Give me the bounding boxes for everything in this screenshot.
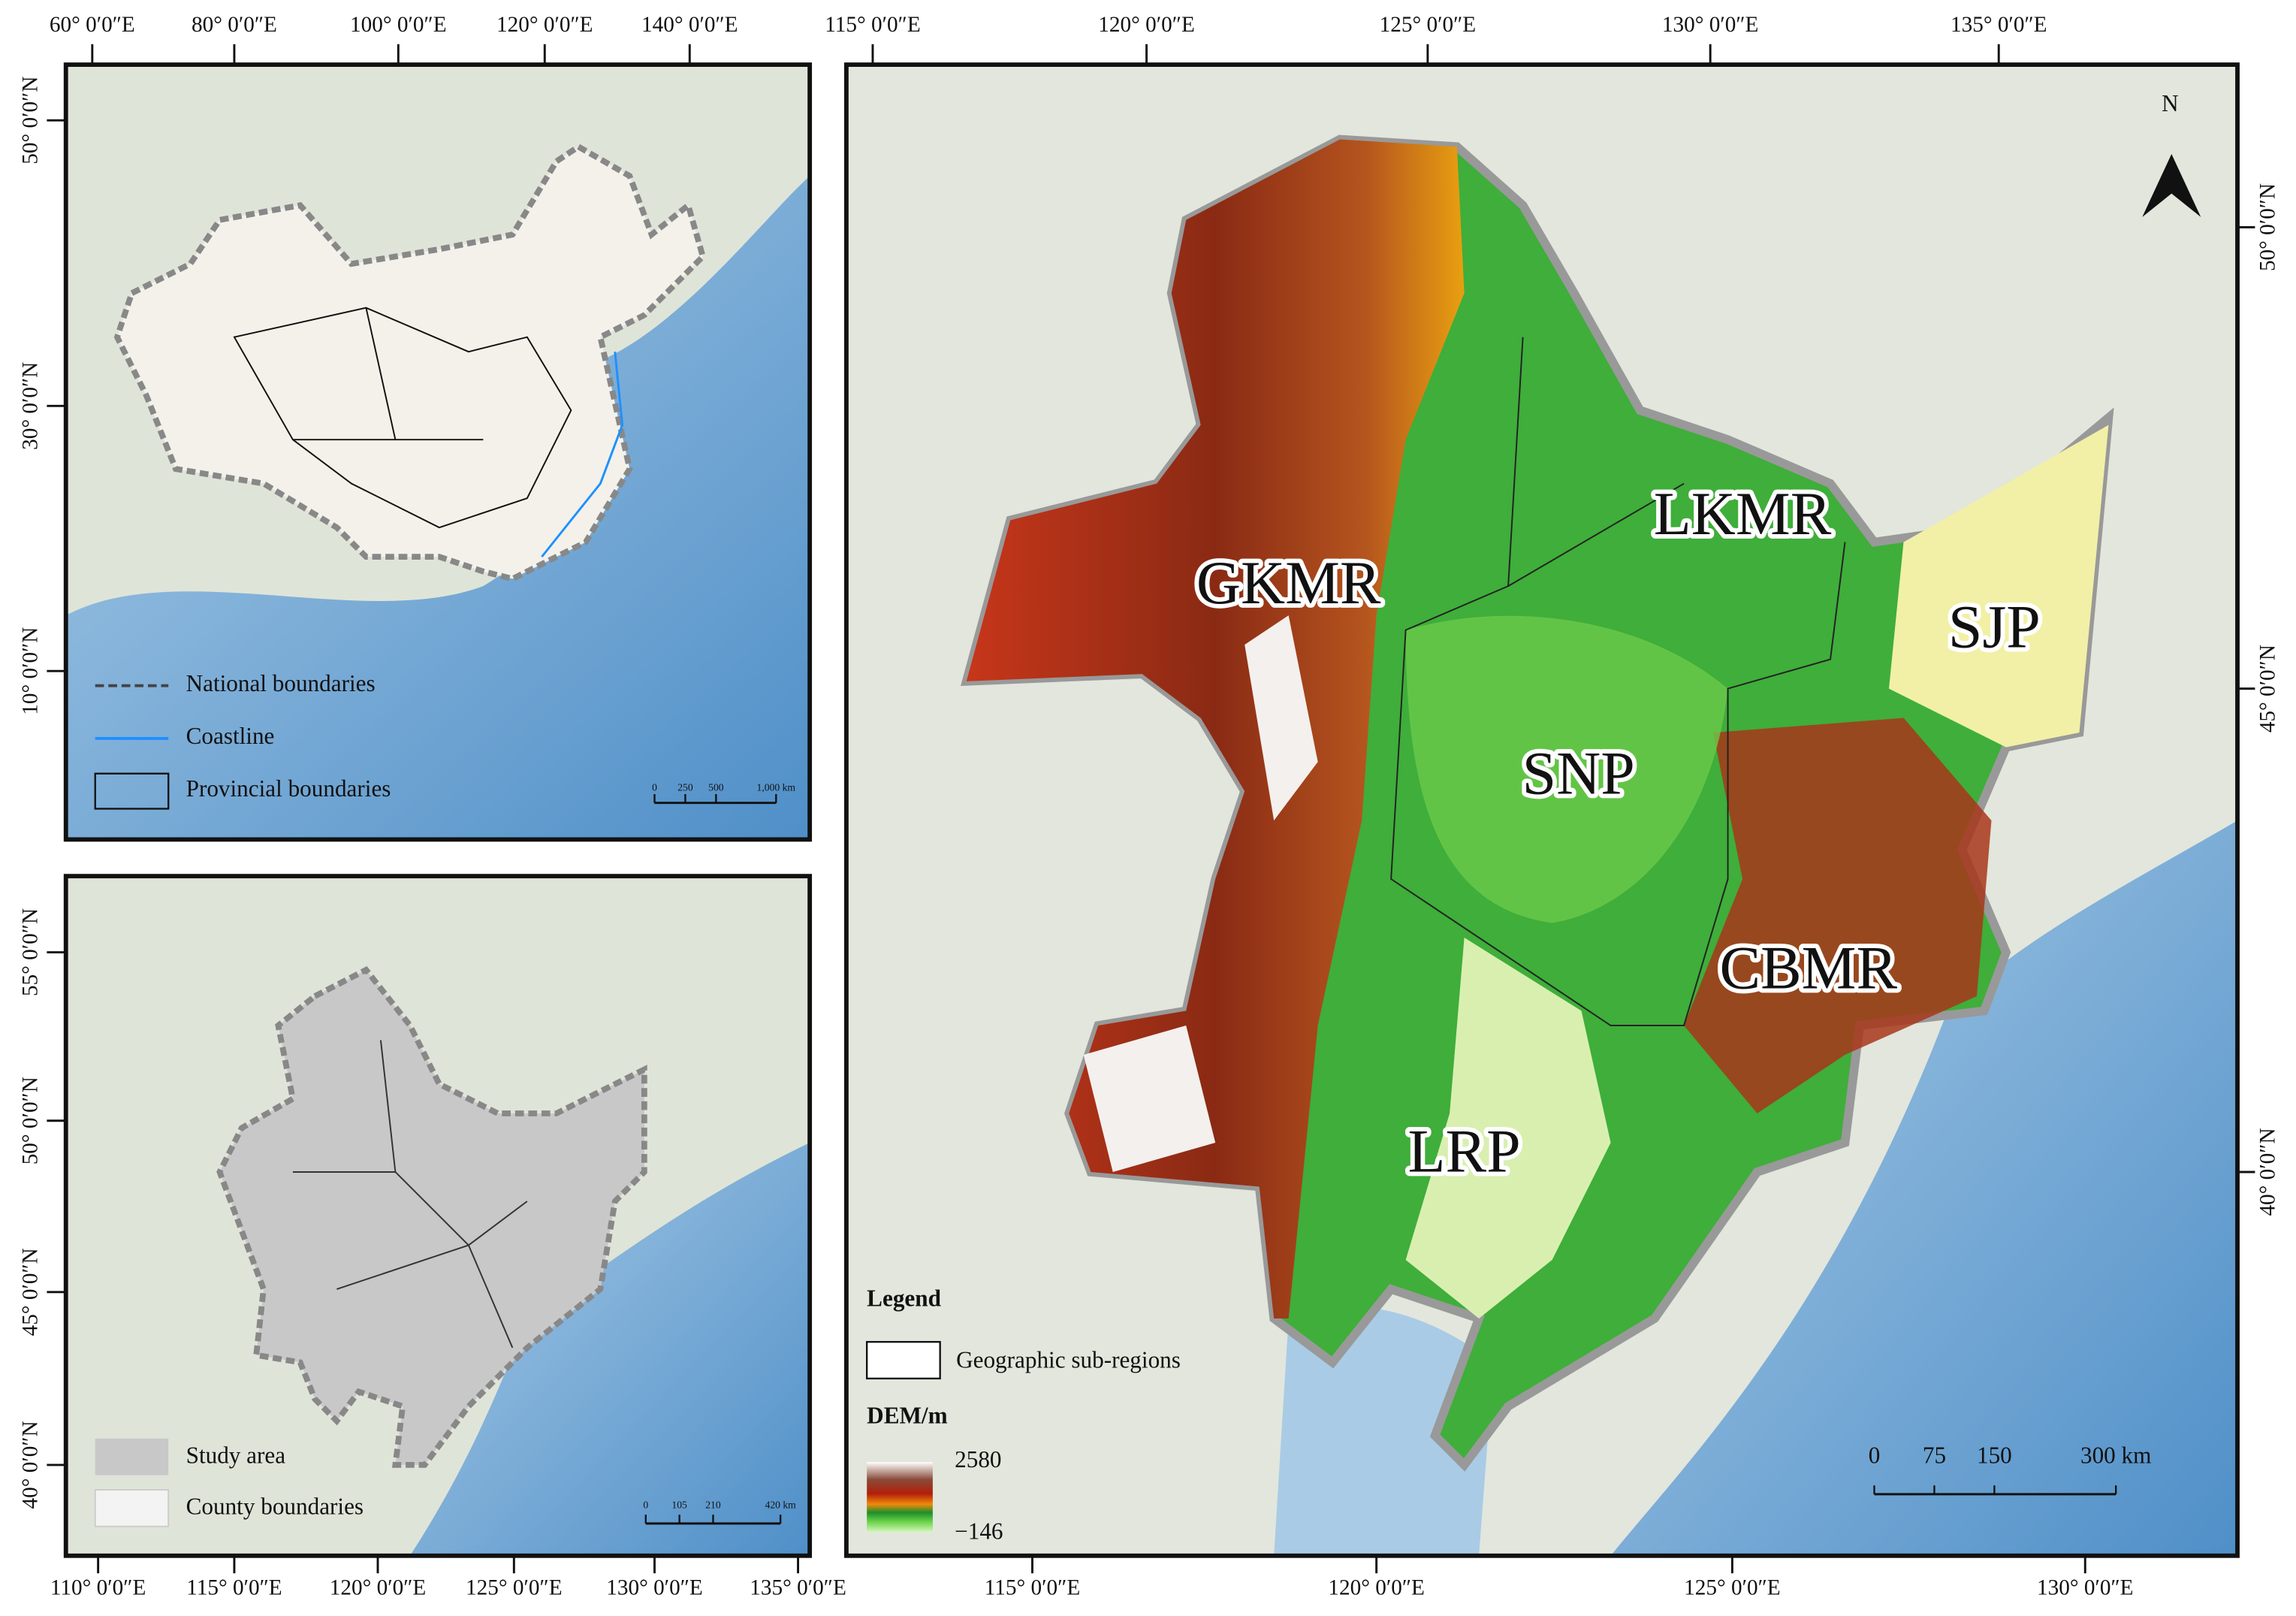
axis-label: 55° 0′0″N [19, 908, 43, 996]
legend-symbol [94, 772, 170, 810]
axis-label: 130° 0′0″E [606, 1575, 703, 1599]
scale-label: 250 [677, 781, 693, 793]
axis-label: 110° 0′0″E [50, 1575, 146, 1599]
panel-frame [63, 62, 813, 842]
axis-label: 120° 0′0″E [1098, 13, 1195, 37]
scale-label: 105 [671, 1500, 687, 1511]
legend-label: County boundaries [186, 1494, 364, 1520]
north-label: N [2162, 90, 2179, 116]
study-inset [65, 876, 810, 1556]
legend-label: Coastline [186, 723, 275, 749]
axis-label: 120° 0′0″E [496, 13, 593, 37]
axis-label: 50° 0′0″N [19, 1077, 43, 1164]
axis-label: 135° 0′0″E [750, 1575, 846, 1599]
region-label: GKMR [1196, 548, 1381, 617]
axis-label: 120° 0′0″E [330, 1575, 427, 1599]
scale-label: 500 [708, 781, 724, 793]
axis-label: 60° 0′0″E [50, 13, 135, 37]
legend-label: Provincial boundaries [186, 775, 391, 802]
region-label: SNP [1522, 739, 1635, 807]
axis-label: 125° 0′0″E [466, 1575, 563, 1599]
region-label: CBMR [1719, 934, 1897, 1002]
axis-label: 115° 0′0″E [825, 13, 920, 37]
axis-label: 50° 0′0″N [19, 77, 43, 165]
main-map [846, 65, 2238, 1556]
scale-label: 420 km [765, 1500, 797, 1511]
panel-frame [843, 62, 2240, 1558]
scale-label: 300 km [2080, 1442, 2151, 1468]
axis-label: 115° 0′0″E [186, 1575, 282, 1599]
china-inset [65, 65, 810, 840]
scale-label: 210 [705, 1500, 721, 1511]
axis-label: 45° 0′0″N [19, 1248, 43, 1336]
axis-label: 130° 0′0″E [1662, 13, 1759, 37]
axis-label: 50° 0′0″N [2256, 183, 2280, 271]
scale-label: 0 [643, 1500, 648, 1511]
legend-label: Study area [186, 1442, 286, 1468]
north-arrow [2142, 153, 2201, 217]
axis-label: 135° 0′0″E [1951, 13, 2047, 37]
axis-label: 40° 0′0″N [19, 1421, 43, 1509]
region-label: LKMR [1654, 479, 1832, 548]
axis-label: 80° 0′0″E [192, 13, 277, 37]
legend-label: National boundaries [186, 670, 376, 696]
legend-label: Geographic sub-regions [956, 1347, 1181, 1373]
axis-label: 140° 0′0″E [641, 13, 738, 37]
legend-symbol [94, 1489, 170, 1527]
scale-label: 1,000 km [757, 781, 796, 793]
scale-label: 0 [652, 781, 657, 793]
axis-label: 10° 0′0″N [19, 627, 43, 715]
legend-symbol [95, 1438, 169, 1476]
scale-label: 0 [1869, 1442, 1881, 1468]
region-label: SJP [1948, 592, 2041, 660]
axis-label: 120° 0′0″E [1328, 1575, 1425, 1599]
axis-label: 115° 0′0″E [985, 1575, 1080, 1599]
dem-label: 2580 [955, 1446, 1001, 1473]
axis-label: 100° 0′0″E [350, 13, 447, 37]
legend-title: DEM/m [867, 1403, 947, 1429]
dem-ramp [867, 1462, 933, 1533]
scale-label: 75 [1923, 1442, 1946, 1468]
legend-symbol [866, 1340, 941, 1380]
axis-label: 30° 0′0″N [19, 362, 43, 450]
dem-label: −146 [955, 1518, 1003, 1545]
legend-title: Legend [867, 1285, 941, 1312]
axis-label: 45° 0′0″N [2256, 645, 2280, 732]
axis-label: 125° 0′0″E [1380, 13, 1477, 37]
axis-label: 40° 0′0″N [2256, 1128, 2280, 1216]
axis-label: 125° 0′0″E [1684, 1575, 1781, 1599]
panel-frame [63, 874, 813, 1558]
region-label: LRP [1408, 1116, 1521, 1185]
axis-label: 130° 0′0″E [2037, 1575, 2134, 1599]
scale-label: 150 [1977, 1442, 2012, 1468]
